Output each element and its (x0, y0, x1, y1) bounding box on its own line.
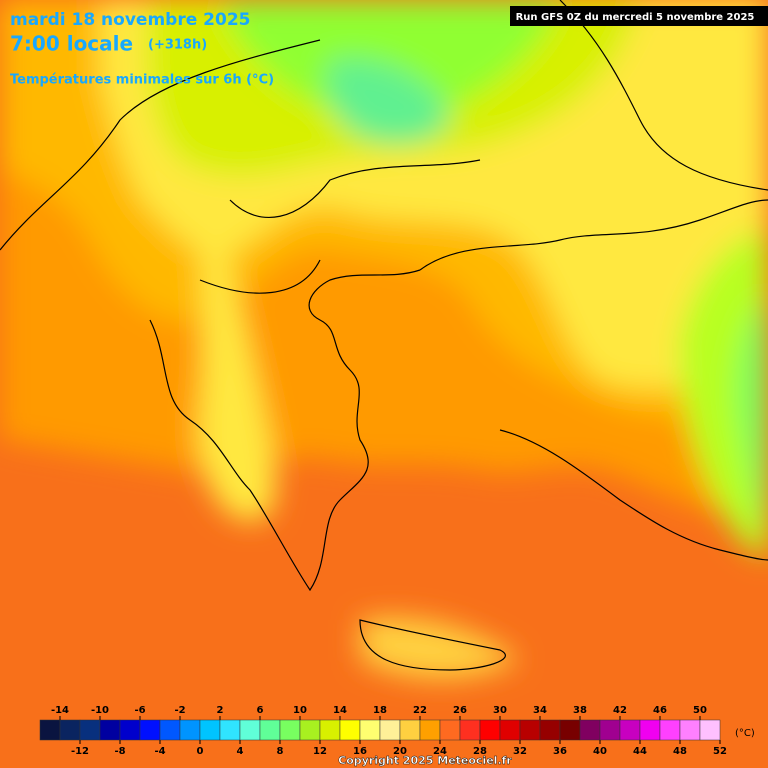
legend-tick-label: 22 (413, 705, 427, 716)
legend-cell (159, 719, 181, 741)
legend-cell (639, 719, 661, 741)
legend-cell (279, 719, 301, 741)
coastlines (0, 0, 768, 671)
legend-cell (359, 719, 381, 741)
legend-tick-label: 38 (573, 705, 587, 716)
legend-tick-label: 46 (653, 705, 667, 716)
legend-cell (39, 719, 61, 741)
legend-tick-label: 4 (237, 746, 244, 757)
legend-cell (179, 719, 201, 741)
legend-cell (519, 719, 541, 741)
legend-tick-label: 18 (373, 705, 387, 716)
legend-cell (79, 719, 101, 741)
run-info: Run GFS 0Z du mercredi 5 novembre 2025 (516, 12, 755, 23)
legend-cell (579, 719, 601, 741)
legend-cell (499, 719, 521, 741)
legend-tick-label: 8 (277, 746, 284, 757)
color-legend: -14 -10 -6 -2 2 6 10 14 18 22 26 30 34 38 42 46 50-12 -8-… (39, 705, 727, 757)
legend-cell (559, 719, 581, 741)
legend-tick-label: -8 (114, 746, 125, 757)
legend-tick-label: 28 (473, 746, 487, 757)
legend-tick-label: -14 (51, 705, 69, 716)
legend-tick-label: -4 (154, 746, 165, 757)
legend-cell (139, 719, 161, 741)
legend-cell (299, 719, 321, 741)
legend-tick-label: 50 (693, 705, 707, 716)
copyright: Copyright 2025 Meteociel.fr (338, 754, 512, 767)
legend-tick-label: -10 (91, 705, 109, 716)
legend-cell (379, 719, 401, 741)
legend-tick-label: 0 (197, 746, 204, 757)
legend-cell (59, 719, 81, 741)
legend-tick-label: 16 (353, 746, 367, 757)
legend-cell (119, 719, 141, 741)
legend-cell (699, 719, 721, 741)
legend-tick-label: 42 (613, 705, 627, 716)
legend-cell (199, 719, 221, 741)
legend-tick-label: 40 (593, 746, 607, 757)
legend-tick-label: 2 (217, 705, 224, 716)
time-title: 7:00 locale (10, 32, 133, 56)
legend-cell (259, 719, 281, 741)
legend-cell (439, 719, 461, 741)
legend-tick-label: -6 (134, 705, 145, 716)
legend-cell (479, 719, 501, 741)
legend-unit: (°C) (735, 728, 755, 739)
legend-cell (459, 719, 481, 741)
legend-cell (419, 719, 441, 741)
legend-tick-label: 34 (533, 705, 547, 716)
legend-cell (539, 719, 561, 741)
temperature-field (0, 0, 768, 679)
legend-cell (239, 719, 261, 741)
legend-tick-label: -12 (71, 746, 89, 757)
legend-tick-label: 24 (433, 746, 447, 757)
legend-tick-label: 26 (453, 705, 467, 716)
legend-cell (319, 719, 341, 741)
date-title: mardi 18 novembre 2025 (10, 10, 250, 30)
legend-cell (659, 719, 681, 741)
run-banner (510, 6, 768, 26)
legend-cell (599, 719, 621, 741)
legend-tick-label: 36 (553, 746, 567, 757)
legend-cell (219, 719, 241, 741)
legend-tick-label: -2 (174, 705, 185, 716)
legend-tick-label: 30 (493, 705, 507, 716)
legend-tick-label: 12 (313, 746, 327, 757)
map-subtitle: Températures minimales sur 6h (°C) (10, 73, 274, 88)
legend-cell (619, 719, 641, 741)
legend-tick-label: 20 (393, 746, 407, 757)
legend-cell (99, 719, 121, 741)
legend-tick-label: 6 (257, 705, 264, 716)
lead-time: (+318h) (148, 38, 207, 53)
legend-tick-label: 14 (333, 705, 347, 716)
legend-tick-label: 52 (713, 746, 727, 757)
legend-cell (339, 719, 361, 741)
legend-tick-label: 48 (673, 746, 687, 757)
legend-tick-label: 32 (513, 746, 527, 757)
legend-tick-label: 44 (633, 746, 647, 757)
legend-cell (679, 719, 701, 741)
legend-tick-label: 10 (293, 705, 307, 716)
legend-cell (399, 719, 421, 741)
